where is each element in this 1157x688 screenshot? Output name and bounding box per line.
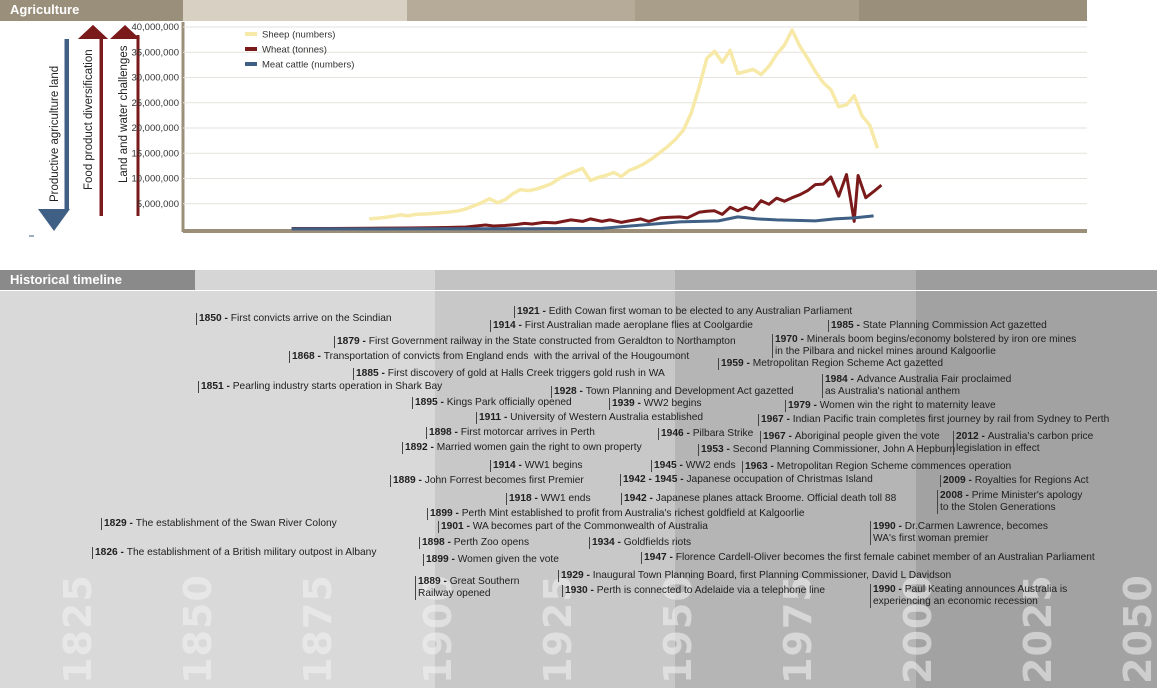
legend-label: Sheep (numbers) [262,30,335,41]
timeline-entry: 1947 - Florence Cardell-Oliver becomes t… [641,552,1095,564]
timeline-entry: 1963 - Metropolitan Region Scheme commen… [742,461,1011,473]
timeline-entry: 1911 - University of Western Australia e… [476,412,703,424]
timeline-entry: 1914 - WW1 begins [490,460,582,472]
timeline-header: Historical timeline [0,270,1157,291]
agriculture-header-band [635,0,859,21]
timeline-band [0,291,435,688]
up-arrow-icon [110,25,140,39]
timeline-entry: 1945 - WW2 ends [651,460,736,472]
agriculture-title: Agriculture [10,2,80,17]
series-line-0 [369,28,880,221]
timeline-entry: 1959 - Metropolitan Region Scheme Act ga… [718,358,943,370]
timeline-entry: 1885 - First discovery of gold at Halls … [353,368,665,380]
timeline-entry: 1953 - Second Planning Commissioner, Joh… [698,444,955,456]
series-line-2 [291,214,874,231]
timeline-entry: 1868 - Transportation of convicts from E… [289,351,689,363]
arrow-panel: Productive agriculture land Food product… [0,21,180,241]
timeline-band [675,291,916,688]
y-tick-label: 35,000,000 [131,47,179,58]
timeline-entry: 1929 - Inaugural Town Planning Board, fi… [558,570,951,582]
timeline-entry: 1942 - 1945 - Japanese occupation of Chr… [620,474,873,486]
timeline-entry: 1899 - Women given the vote [423,554,559,566]
timeline-entry: 1928 - Town Planning and Development Act… [551,386,794,398]
timeline-entry: 1979 - Women win the right to maternity … [785,400,996,412]
agriculture-chart: 5,000,000 10,000,000 15,000,000 20,000,000 2… [131,22,1087,233]
timeline-entry: 1826 - The establishment of a British mi… [92,547,376,559]
chart-yticks: 5,000,000 10,000,000 15,000,000 20,000,000 2… [131,22,179,210]
timeline-entry: 1934 - Goldfields riots [589,537,691,549]
y-tick-label: 30,000,000 [131,73,179,84]
timeline-entry: 1829 - The establishment of the Swan Riv… [101,518,337,530]
legend-label: Wheat (tonnes) [262,45,327,56]
timeline-entry: 1967 - Indian Pacific train completes fi… [758,414,1109,426]
timeline-entry: 1946 - Pilbara Strike [658,428,753,440]
timeline-entry: 1898 - Perth Zoo opens [419,537,529,549]
agriculture-header-band [407,0,635,21]
timeline-entry: 1892 - Married women gain the right to o… [402,442,642,454]
timeline-entry: 1901 - WA becomes part of the Commonweal… [438,521,708,533]
timeline-entry: 1967 - Aboriginal people given the vote [760,431,940,443]
timeline-entry: 1889 - John Forrest becomes first Premie… [390,475,584,487]
timeline-entry: 1879 - First Government railway in the S… [334,336,736,348]
timeline-header-band [675,270,916,290]
agriculture-header-band [183,0,407,21]
timeline-entry: 1939 - WW2 begins [609,398,701,410]
timeline-entry: 2008 - Prime Minister's apology to the S… [937,490,1082,514]
decade-label: 2050 [1116,574,1157,684]
timeline-header-band [916,270,1157,290]
series-line-1 [291,173,883,230]
y-tick-label: 15,000,000 [131,148,179,159]
arrows-graphic [29,25,140,237]
timeline-entry: 1985 - State Planning Commission Act gaz… [828,320,1047,332]
timeline-entry: 1898 - First motorcar arrives in Perth [426,427,595,439]
agriculture-header: Agriculture [0,0,1087,21]
timeline-entry: 1930 - Perth is connected to Adelaide vi… [562,585,825,597]
agriculture-header-bg [0,0,183,21]
decade-label: 1825 [56,574,100,684]
timeline-band [916,291,1157,688]
timeline-entry: 1970 - Minerals boom begins/economy bols… [772,334,1076,358]
timeline-entry: 1921 - Edith Cowan first woman to be ele… [514,306,852,318]
timeline-entry: 2012 - Australia's carbon price legislat… [953,431,1093,455]
agriculture-header-band [859,0,1087,21]
timeline-entry: 1850 - First convicts arrive on the Scin… [196,313,392,325]
timeline-entry: 1914 - First Australian made aeroplane f… [490,320,753,332]
chart-grid [181,22,1087,233]
chart-lines [291,28,883,231]
decade-label: 1875 [296,574,340,684]
timeline-entry: 1918 - WW1 ends [506,493,591,505]
timeline-entry: 1990 - Dr.Carmen Lawrence, becomes WA's … [870,521,1048,545]
y-tick-label: 25,000,000 [131,98,179,109]
timeline-entry: 1899 - Perth Mint established to profit … [427,508,805,520]
timeline-body [0,291,1157,688]
timeline-title: Historical timeline [10,272,122,287]
decade-label: 1850 [176,574,220,684]
timeline-entry: 1984 - Advance Australia Fair proclaimed… [822,374,1011,398]
timeline-header-band [0,270,195,290]
timeline-header-band [195,270,435,290]
timeline-entry: 1990 - Paul Keating announces Australia … [870,584,1067,608]
timeline-entry: 1851 - Pearling industry starts operatio… [198,381,442,393]
y-tick-label: 5,000,000 [137,199,179,210]
timeline-band [435,291,675,688]
y-tick-label: 20,000,000 [131,123,179,134]
timeline-entry: 1889 - Great Southern Railway opened [415,576,519,600]
chart-legend: Sheep (numbers) Wheat (tonnes) Meat cattle… [245,30,354,71]
y-tick-label: 10,000,000 [131,174,179,185]
timeline-entry: 1942 - Japanese planes attack Broome. Of… [621,493,896,505]
timeline-entry: 1895 - Kings Park officially opened [412,397,572,409]
y-tick-label: 40,000,000 [131,22,179,33]
timeline-entry: 2009 - Royalties for Regions Act [940,475,1089,487]
legend-label: Meat cattle (numbers) [262,60,354,71]
timeline-header-band [435,270,675,290]
